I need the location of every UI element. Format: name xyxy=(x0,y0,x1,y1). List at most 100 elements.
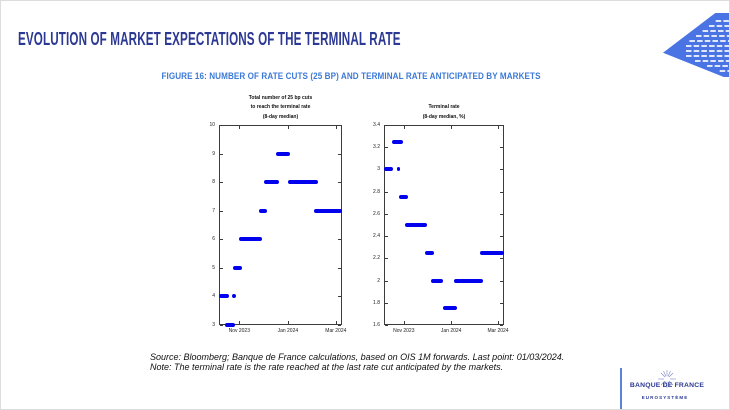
y-tick-mark xyxy=(384,280,388,282)
y-tick-label: 5 xyxy=(212,264,215,271)
data-segment xyxy=(238,237,263,242)
data-segment xyxy=(287,180,318,185)
data-segment xyxy=(454,278,483,283)
x-tick-mark xyxy=(287,125,289,129)
y-tick-label: 4 xyxy=(212,293,215,300)
y-tick-label: 3 xyxy=(377,166,380,173)
y-tick-mark xyxy=(500,125,504,126)
data-segment xyxy=(405,223,427,227)
y-tick-label: 10 xyxy=(209,122,215,128)
plot-box xyxy=(384,125,504,325)
y-tick-mark xyxy=(500,213,504,215)
corner-diamond-icon xyxy=(663,13,729,77)
y-tick-label: 2 xyxy=(377,277,380,284)
data-segment xyxy=(480,250,504,255)
x-tick-mark xyxy=(451,321,452,325)
data-segment xyxy=(396,167,401,172)
y-tick-mark xyxy=(384,147,388,149)
y-tick-mark xyxy=(219,125,223,126)
y-tick-label: 2.2 xyxy=(373,255,380,262)
y-tick-label: 1.8 xyxy=(373,299,380,306)
y-tick-mark xyxy=(500,258,504,260)
x-tick-mark xyxy=(403,125,405,129)
bank-logo-text: BANQUE DE FRANCE xyxy=(629,382,705,389)
y-tick-mark xyxy=(384,125,388,126)
x-tick-mark xyxy=(335,125,337,129)
note-line: Note: The terminal rate is the rate reac… xyxy=(150,361,504,372)
y-tick-mark xyxy=(384,302,388,304)
data-segment xyxy=(425,250,434,255)
x-tick-mark xyxy=(239,321,241,325)
figure-caption: FIGURE 16: NUMBER OF RATE CUTS (25 BP) A… xyxy=(161,71,541,81)
y-tick-label: 2.8 xyxy=(373,188,380,195)
x-tick-label: Mar 2024 xyxy=(325,327,347,334)
data-segment xyxy=(259,208,267,213)
data-segment xyxy=(314,208,342,213)
y-tick-mark xyxy=(338,267,342,269)
x-tick-mark xyxy=(239,125,241,129)
page-title: EVOLUTION OF MARKET EXPECTATIONS OF THE … xyxy=(18,28,401,49)
data-segment xyxy=(275,151,291,156)
x-tick-label: Jan 2024 xyxy=(277,327,299,334)
y-tick-label: 9 xyxy=(212,150,215,157)
chart-title-line: (8-day median, %) xyxy=(422,113,466,120)
x-tick-label: Jan 2024 xyxy=(440,327,462,334)
chart-title: Total number of 25 bp cuts to reach the t… xyxy=(174,94,387,123)
x-tick-mark xyxy=(335,321,337,325)
y-tick-mark xyxy=(219,182,223,183)
y-tick-mark xyxy=(338,125,342,126)
y-tick-mark xyxy=(384,325,388,326)
y-tick-label: 2.6 xyxy=(373,210,380,217)
y-tick-mark xyxy=(500,325,504,326)
y-tick-mark xyxy=(384,191,388,193)
y-tick-mark xyxy=(500,169,504,171)
data-segment xyxy=(219,294,230,299)
chart-title-line: (8-day median) xyxy=(262,113,299,120)
y-tick-mark xyxy=(384,236,388,237)
x-tick-mark xyxy=(451,125,452,129)
y-tick-mark xyxy=(219,239,223,241)
y-tick-mark xyxy=(219,153,223,155)
brand-divider-line xyxy=(620,368,622,409)
chart-title-line: Total number of 25 bp cuts xyxy=(248,94,313,101)
y-tick-label: 6 xyxy=(212,236,215,243)
y-tick-mark xyxy=(219,267,223,269)
chart-title-line: to reach the terminal rate xyxy=(250,104,311,110)
chart-title: Terminal rate (8-day median, %) xyxy=(339,103,549,122)
data-segment xyxy=(225,323,236,327)
x-tick-mark xyxy=(498,321,499,325)
y-tick-mark xyxy=(384,258,388,260)
y-tick-mark xyxy=(338,153,342,155)
y-tick-mark xyxy=(500,236,504,237)
y-tick-label: 7 xyxy=(212,207,215,214)
y-tick-label: 3.4 xyxy=(373,122,380,128)
data-segment xyxy=(399,195,408,200)
bank-logo-network: EUROSYSTÈME xyxy=(641,395,689,400)
data-segment xyxy=(264,180,280,185)
y-tick-label: 8 xyxy=(212,179,215,186)
y-tick-mark xyxy=(384,213,388,215)
y-tick-mark xyxy=(500,147,504,149)
x-tick-label: Nov 2023 xyxy=(228,327,250,334)
y-tick-label: 3 xyxy=(212,322,215,328)
x-tick-mark xyxy=(287,321,289,325)
footer-text: Source: Bloomberg; Banque de France calc… xyxy=(150,352,630,373)
y-tick-mark xyxy=(338,325,342,326)
y-tick-mark xyxy=(500,191,504,193)
data-segment xyxy=(442,306,457,311)
starburst-icon xyxy=(658,370,676,388)
x-tick-label: Mar 2024 xyxy=(487,327,509,334)
y-tick-label: 1.6 xyxy=(373,322,380,328)
y-tick-label: 3.2 xyxy=(373,144,380,151)
y-tick-mark xyxy=(500,280,504,282)
y-tick-mark xyxy=(500,302,504,304)
y-tick-mark xyxy=(338,239,342,241)
x-tick-mark xyxy=(403,321,405,325)
data-segment xyxy=(391,139,403,144)
x-tick-label: Nov 2023 xyxy=(393,327,415,334)
y-tick-mark xyxy=(338,296,342,298)
chart-title-line: Terminal rate xyxy=(428,104,460,110)
y-tick-label: 2.4 xyxy=(373,233,380,240)
